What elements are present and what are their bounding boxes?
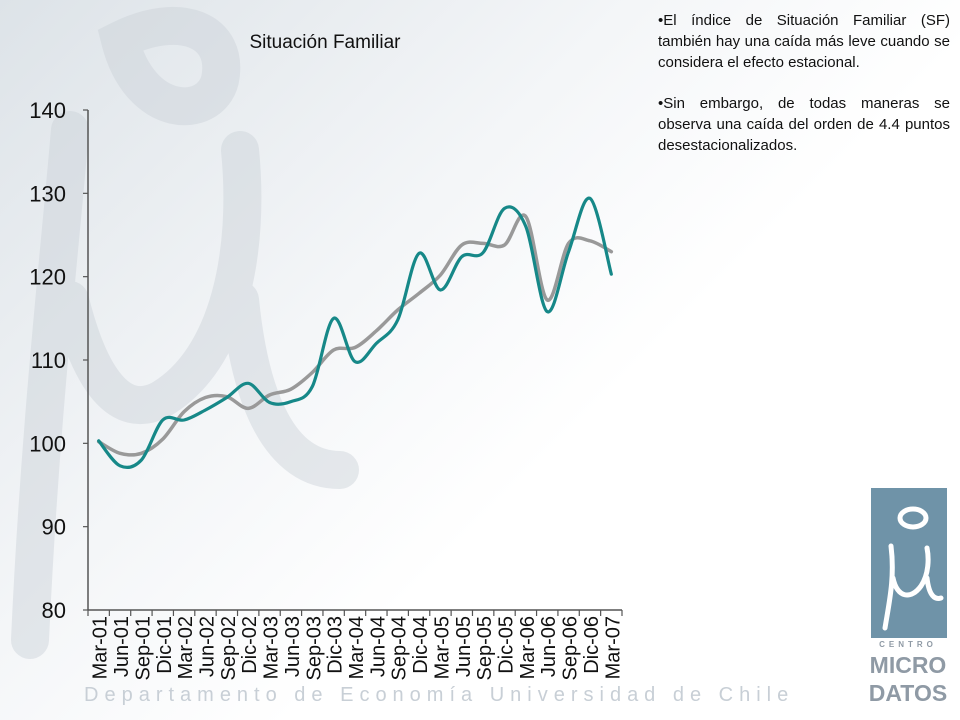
x-tick-label: Jun-02 (196, 616, 218, 677)
x-tick-label: Mar-06 (517, 616, 539, 679)
x-tick-label: Dic-04 (410, 616, 432, 674)
y-tick-label: 120 (29, 265, 66, 290)
note-seasonal-drop: •El índice de Situación Familiar (SF) ta… (658, 12, 950, 71)
y-tick-label: 110 (31, 348, 66, 373)
y-axis-ticks: 80 90 100 110 120 130 140 (29, 98, 88, 623)
logo-text-datos: DATOS (868, 680, 948, 706)
watermark-mu-glyph (11, 7, 359, 659)
logo-mu-icon (882, 543, 944, 631)
x-tick-label: Sep-03 (303, 616, 325, 681)
x-tick-label: Dic-05 (496, 616, 518, 674)
note-deseasonalized-drop: •Sin embargo, de todas maneras se observ… (658, 95, 950, 154)
logo-dot (897, 506, 929, 530)
y-tick-label: 100 (29, 431, 66, 456)
x-tick-label: Dic-06 (581, 616, 603, 674)
x-tick-label: Mar-02 (175, 616, 197, 679)
x-tick-label: Sep-01 (132, 616, 154, 681)
chart-title: Situación Familiar (250, 32, 402, 53)
x-tick-label: Jun-03 (282, 616, 304, 677)
x-tick-label: Mar-01 (90, 616, 112, 679)
x-tick-label: Dic-03 (325, 616, 347, 674)
y-tick-label: 90 (42, 515, 66, 540)
x-tick-label: Jun-04 (367, 616, 389, 677)
y-tick-label: 140 (29, 98, 66, 123)
x-tick-label: Jun-06 (538, 616, 560, 677)
logo-text-micro: MICRO (869, 652, 947, 678)
x-tick-label: Jun-01 (111, 616, 133, 677)
x-tick-label: Mar-04 (346, 616, 368, 679)
y-tick-label: 130 (29, 181, 66, 206)
x-tick-label: Mar-07 (602, 616, 624, 679)
x-tick-label: Sep-04 (389, 616, 411, 681)
line-chart: Situación Familiar 80 90 100 110 120 130 140 M… (29, 32, 624, 681)
x-tick-label: Sep-02 (218, 616, 240, 681)
x-axis-ticks: Mar-01 Jun-01 Sep-01 Dic-01 Mar-02 Jun-02 Sep-… (87, 610, 624, 681)
x-tick-label: Dic-01 (154, 616, 176, 674)
x-tick-label: Mar-03 (261, 616, 283, 679)
logo-panel (871, 488, 947, 638)
x-tick-label: Jun-05 (453, 616, 475, 677)
y-tick-label: 80 (42, 598, 66, 623)
series-lines (96, 196, 614, 470)
series-line-gray (96, 213, 614, 457)
x-tick-label: Dic-02 (239, 616, 261, 674)
x-tick-label: Sep-05 (474, 616, 496, 681)
logo-text-centro: CENTRO (879, 640, 937, 649)
notes-list: •El índice de Situación Familiar (SF) ta… (658, 10, 950, 176)
footer-watermark-text: Departamento de Economía Universidad de … (84, 684, 795, 706)
series-line-teal (97, 196, 613, 470)
x-tick-label: Mar-05 (431, 616, 453, 679)
centro-microdatos-logo (871, 488, 947, 638)
x-tick-label: Sep-06 (560, 616, 582, 681)
